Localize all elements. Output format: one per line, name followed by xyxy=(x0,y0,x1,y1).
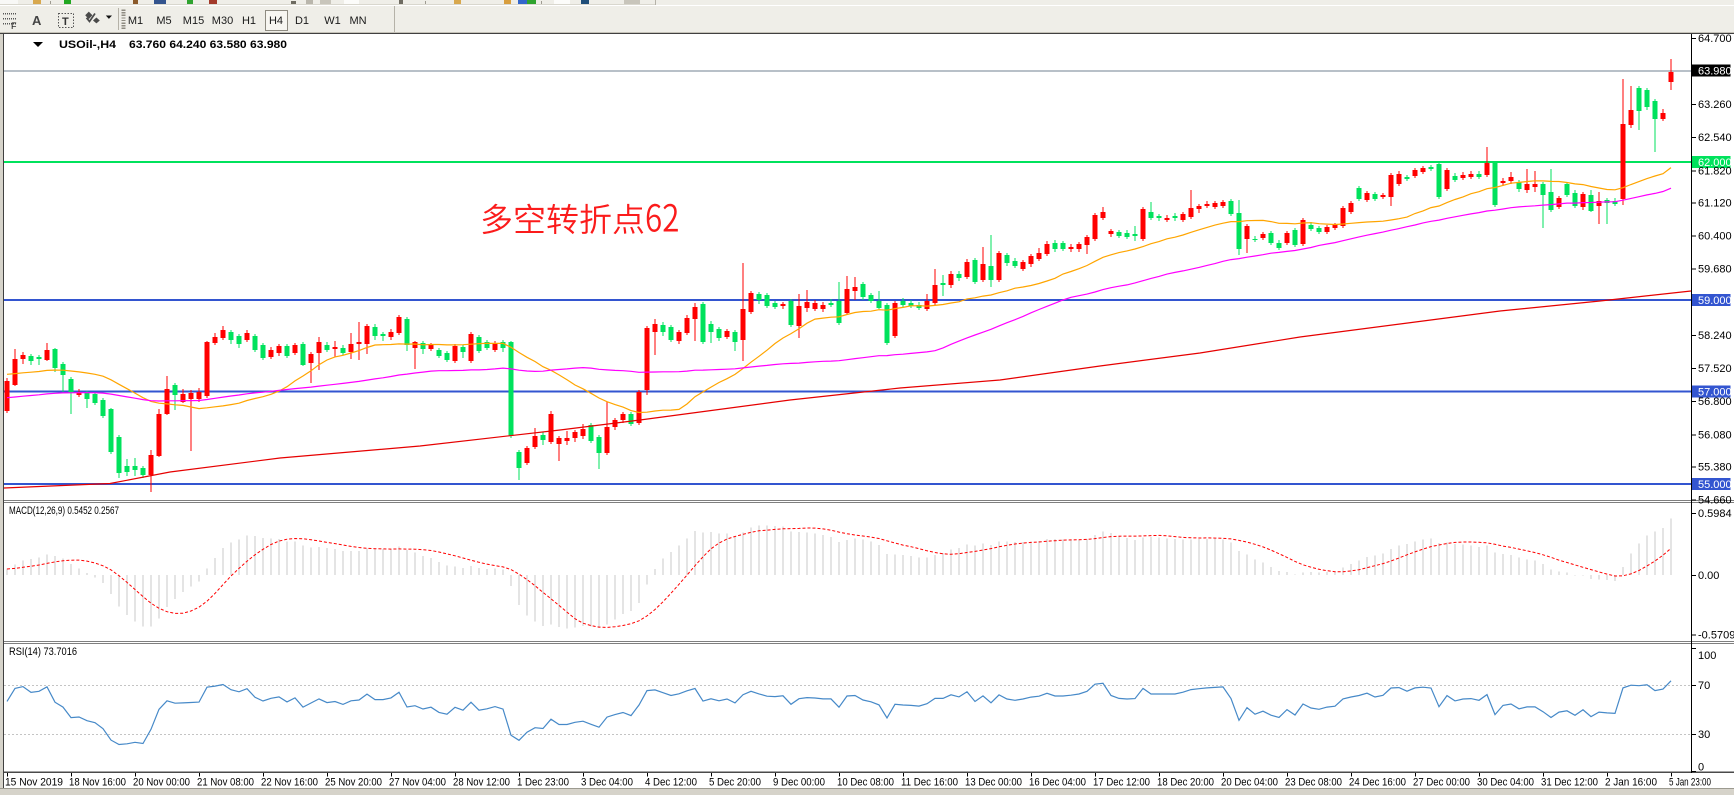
svg-text:24 Dec 16:00: 24 Dec 16:00 xyxy=(1349,777,1406,789)
svg-text:RSI(14) 73.7016: RSI(14) 73.7016 xyxy=(9,646,77,658)
svg-text:0.00: 0.00 xyxy=(1698,570,1719,582)
svg-text:3 Dec 04:00: 3 Dec 04:00 xyxy=(581,777,633,789)
svg-text:15 Nov 2019: 15 Nov 2019 xyxy=(5,777,63,789)
svg-text:H4: H4 xyxy=(269,15,283,27)
svg-text:16 Dec 04:00: 16 Dec 04:00 xyxy=(1029,777,1086,789)
svg-text:0.5984: 0.5984 xyxy=(1698,508,1732,520)
svg-text:59.680: 59.680 xyxy=(1698,264,1732,276)
svg-text:USOil-,H4: USOil-,H4 xyxy=(59,39,117,51)
svg-text:63.980: 63.980 xyxy=(1698,66,1732,78)
svg-text:5 Jan 23:00: 5 Jan 23:00 xyxy=(1669,777,1711,789)
svg-text:10 Dec 08:00: 10 Dec 08:00 xyxy=(837,777,894,789)
svg-text:0: 0 xyxy=(1698,762,1704,774)
svg-text:W1: W1 xyxy=(324,15,341,27)
svg-text:56.800: 56.800 xyxy=(1698,396,1732,408)
svg-text:100: 100 xyxy=(1698,650,1716,662)
svg-text:59.000: 59.000 xyxy=(1698,295,1732,307)
svg-text:MACD(12,26,9) 0.5452 0.2567: MACD(12,26,9) 0.5452 0.2567 xyxy=(9,505,119,517)
svg-text:27 Nov 04:00: 27 Nov 04:00 xyxy=(389,777,446,789)
svg-text:M5: M5 xyxy=(156,15,171,27)
svg-text:F: F xyxy=(11,21,17,31)
svg-text:30 Dec 04:00: 30 Dec 04:00 xyxy=(1477,777,1534,789)
svg-text:61.820: 61.820 xyxy=(1698,165,1732,177)
svg-text:20 Nov 00:00: 20 Nov 00:00 xyxy=(133,777,190,789)
svg-text:17 Dec 12:00: 17 Dec 12:00 xyxy=(1093,777,1150,789)
svg-text:9 Dec 00:00: 9 Dec 00:00 xyxy=(773,777,825,789)
svg-text:13 Dec 00:00: 13 Dec 00:00 xyxy=(965,777,1022,789)
svg-text:25 Nov 20:00: 25 Nov 20:00 xyxy=(325,777,382,789)
svg-text:11 Dec 16:00: 11 Dec 16:00 xyxy=(901,777,958,789)
svg-text:31 Dec 12:00: 31 Dec 12:00 xyxy=(1541,777,1598,789)
svg-text:63.760 64.240 63.580 63.980: 63.760 64.240 63.580 63.980 xyxy=(129,39,287,51)
svg-text:64.700: 64.700 xyxy=(1698,33,1732,45)
svg-text:57.520: 57.520 xyxy=(1698,363,1732,375)
svg-text:M1: M1 xyxy=(128,15,143,27)
svg-text:54.660: 54.660 xyxy=(1698,495,1732,507)
svg-text:A: A xyxy=(32,13,42,28)
svg-text:61.120: 61.120 xyxy=(1698,198,1732,210)
svg-text:30: 30 xyxy=(1698,729,1710,741)
svg-text:5 Dec 20:00: 5 Dec 20:00 xyxy=(709,777,761,789)
svg-text:28 Nov 12:00: 28 Nov 12:00 xyxy=(453,777,510,789)
svg-text:55.000: 55.000 xyxy=(1698,479,1732,491)
svg-text:H1: H1 xyxy=(242,15,256,27)
svg-text:18 Nov 16:00: 18 Nov 16:00 xyxy=(69,777,126,789)
svg-text:21 Nov 08:00: 21 Nov 08:00 xyxy=(197,777,254,789)
svg-text:62.540: 62.540 xyxy=(1698,132,1732,144)
svg-text:M30: M30 xyxy=(212,15,233,27)
svg-text:55.380: 55.380 xyxy=(1698,462,1732,474)
svg-text:22 Nov 16:00: 22 Nov 16:00 xyxy=(261,777,318,789)
svg-text:4 Dec 12:00: 4 Dec 12:00 xyxy=(645,777,697,789)
svg-text:63.260: 63.260 xyxy=(1698,99,1732,111)
svg-text:56.080: 56.080 xyxy=(1698,429,1732,441)
svg-text:58.240: 58.240 xyxy=(1698,330,1732,342)
svg-text:57.000: 57.000 xyxy=(1698,387,1732,399)
svg-text:70: 70 xyxy=(1698,680,1710,692)
svg-text:60.400: 60.400 xyxy=(1698,231,1732,243)
svg-text:27 Dec 00:00: 27 Dec 00:00 xyxy=(1413,777,1470,789)
svg-text:62.000: 62.000 xyxy=(1698,157,1732,169)
svg-text:18 Dec 20:00: 18 Dec 20:00 xyxy=(1157,777,1214,789)
svg-text:D1: D1 xyxy=(295,15,309,27)
svg-text:T: T xyxy=(62,16,69,28)
svg-text:MN: MN xyxy=(349,15,366,27)
svg-text:1 Dec 23:00: 1 Dec 23:00 xyxy=(517,777,569,789)
svg-text:M15: M15 xyxy=(183,15,204,27)
svg-text:-0.5709: -0.5709 xyxy=(1698,629,1734,641)
svg-text:20 Dec 04:00: 20 Dec 04:00 xyxy=(1221,777,1278,789)
svg-text:2 Jan 16:00: 2 Jan 16:00 xyxy=(1605,777,1657,789)
svg-text:23 Dec 08:00: 23 Dec 08:00 xyxy=(1285,777,1342,789)
